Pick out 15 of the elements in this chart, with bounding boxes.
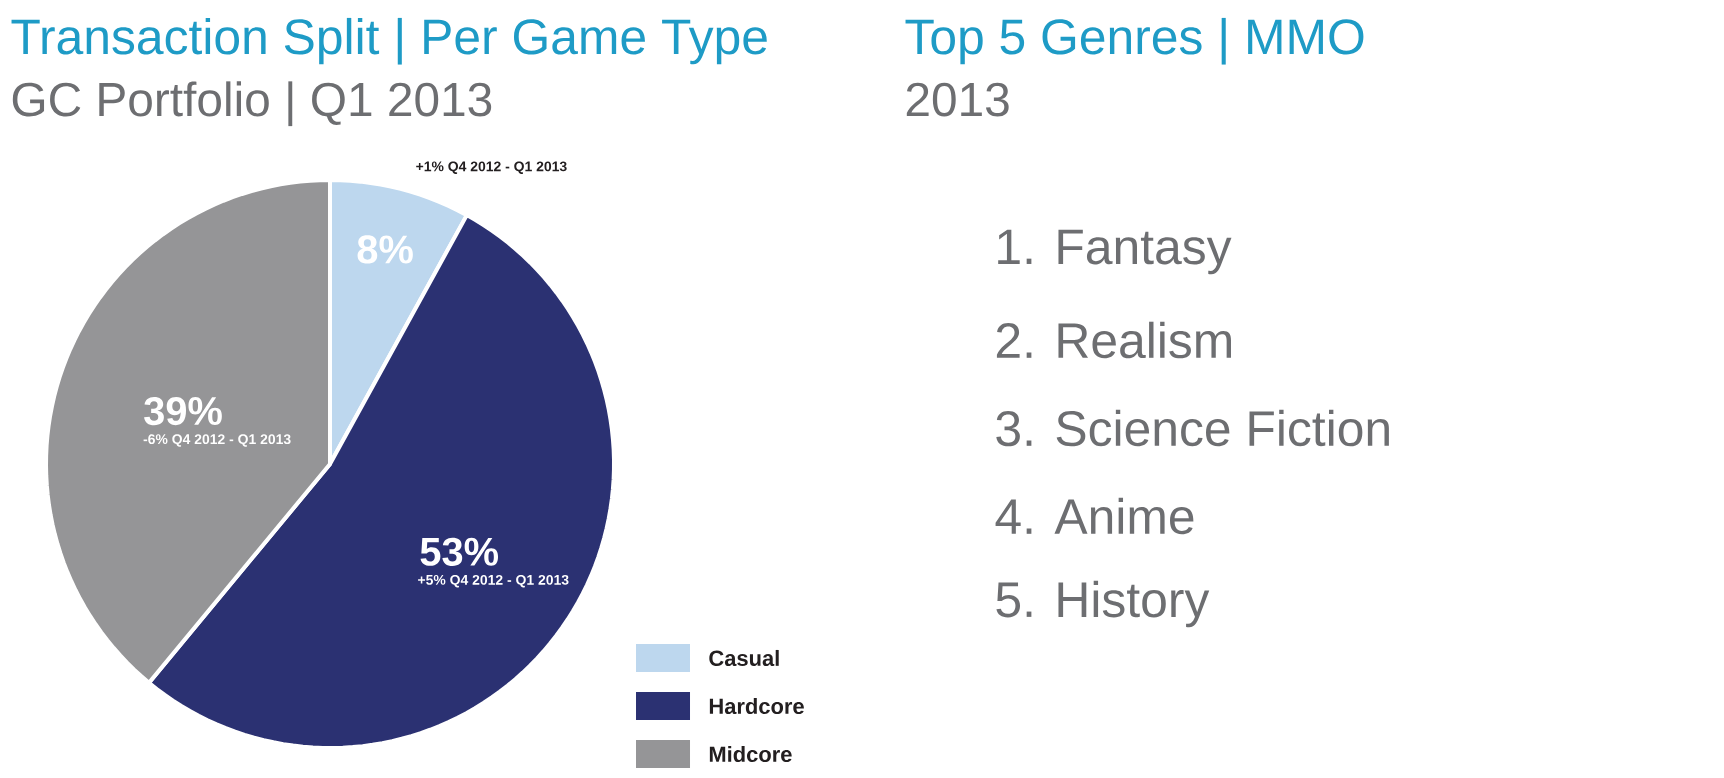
chart-subtitle: GC Portfolio | Q1 2013 — [12, 81, 492, 127]
legend-label: Hardcore — [709, 697, 804, 715]
chart-title: Transaction Split | Per Game Type — [11, 17, 767, 65]
text: 1. Fantasy — [998, 229, 1232, 275]
data-label: 53% — [420, 537, 499, 566]
text: 3. Science Fiction — [996, 409, 1389, 447]
legend-label: Midcore — [709, 745, 792, 763]
legend-label: Casual — [709, 649, 779, 667]
text: 4. Anime — [995, 497, 1194, 535]
text: 2013 — [906, 82, 1009, 117]
text: 5. History — [996, 580, 1210, 628]
data-label: 39% — [144, 396, 222, 426]
text: 2. Realism — [996, 321, 1231, 359]
text: Top 5 Genres | MMO — [905, 17, 1364, 65]
data-label: 8% — [357, 235, 413, 264]
